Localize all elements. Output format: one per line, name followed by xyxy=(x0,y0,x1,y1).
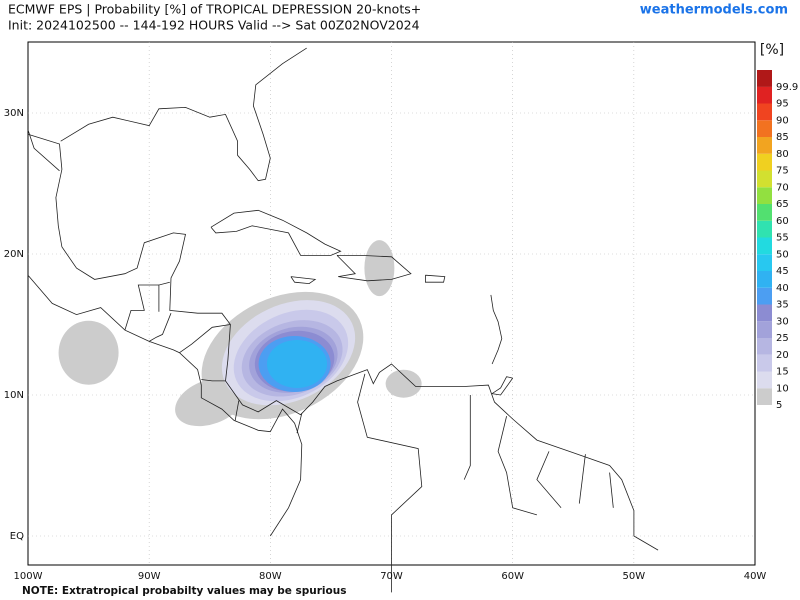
subtitle: Init: 2024102500 -- 144-192 HOURS Valid … xyxy=(8,18,420,33)
colorbar-label: 90 xyxy=(776,115,789,126)
border xyxy=(497,416,538,516)
border xyxy=(296,413,303,434)
map-frame xyxy=(27,41,756,566)
lon-label: 80W xyxy=(259,571,282,582)
colorbar-segment xyxy=(757,153,772,171)
colorbar-label: 5 xyxy=(776,400,782,411)
lon-label: 70W xyxy=(380,571,403,582)
footer-note: NOTE: Extratropical probabilty values ma… xyxy=(22,585,346,597)
colorbar-segment xyxy=(757,287,772,305)
colorbar-segment xyxy=(757,304,772,322)
colorbar-label: 85 xyxy=(776,132,789,143)
colorbar-label: 20 xyxy=(776,350,789,361)
border xyxy=(463,395,471,480)
lon-label: 40W xyxy=(744,571,767,582)
colorbar-label: 99.9 xyxy=(776,82,798,93)
coastline xyxy=(27,133,659,551)
border xyxy=(357,373,423,593)
colorbar-segment xyxy=(757,170,772,188)
colorbar-label: 15 xyxy=(776,367,789,378)
colorbar-label: 50 xyxy=(776,249,789,260)
colorbar-segment xyxy=(757,220,772,238)
colorbar-segment xyxy=(757,371,772,389)
colorbar-label: 35 xyxy=(776,300,789,311)
colorbar-label: 10 xyxy=(776,383,789,394)
border xyxy=(124,284,159,331)
border xyxy=(179,324,231,354)
colorbar-segment xyxy=(757,321,772,338)
coastline xyxy=(210,209,342,256)
coastline xyxy=(424,274,446,283)
border xyxy=(27,129,60,172)
colorbar-label: 70 xyxy=(776,182,789,193)
coastline xyxy=(490,294,503,365)
colorbar-segment xyxy=(757,70,772,87)
colorbar-unit: [%] xyxy=(760,42,784,58)
border xyxy=(201,379,226,382)
colorbar-segment xyxy=(757,120,772,137)
colorbar-label: 30 xyxy=(776,316,789,327)
probability-area xyxy=(364,240,395,297)
colorbar-segment xyxy=(757,338,772,355)
probability-area xyxy=(266,339,327,388)
coastline xyxy=(290,276,317,285)
colorbar-segment xyxy=(757,86,772,104)
colorbar-label: 95 xyxy=(776,99,789,110)
colorbar-segment xyxy=(757,271,772,288)
lon-label: 90W xyxy=(138,571,161,582)
probability-area xyxy=(58,320,119,385)
source: weathermodels.com xyxy=(640,3,788,18)
coastline xyxy=(60,47,307,182)
colorbar-label: 55 xyxy=(776,233,789,244)
border xyxy=(148,313,172,342)
probability-area xyxy=(385,369,422,398)
colorbar-segment xyxy=(757,137,772,154)
map xyxy=(27,42,755,593)
colorbar-segment xyxy=(757,103,772,121)
colorbar-segment xyxy=(757,388,772,405)
lon-label: 100W xyxy=(14,571,43,582)
coastline xyxy=(491,376,514,396)
lat-label: 30N xyxy=(4,108,24,119)
colorbar-label: 60 xyxy=(776,216,789,227)
colorbar-segment xyxy=(757,187,772,204)
colorbar-label: 65 xyxy=(776,199,789,210)
lat-label: 10N xyxy=(4,390,24,401)
border xyxy=(536,451,562,509)
lon-label: 50W xyxy=(623,571,646,582)
colorbar-label: 25 xyxy=(776,333,789,344)
colorbar-label: 75 xyxy=(776,166,789,177)
border xyxy=(578,454,586,504)
border xyxy=(609,472,614,508)
coastline xyxy=(27,274,303,537)
title: ECMWF EPS | Probability [%] of TROPICAL … xyxy=(8,2,421,17)
lat-label: 20N xyxy=(4,249,24,260)
coastline xyxy=(336,254,412,282)
lon-label: 60W xyxy=(501,571,524,582)
colorbar-segment xyxy=(757,254,772,271)
colorbar-segment xyxy=(757,354,772,372)
colorbar-segment xyxy=(757,204,772,221)
colorbar-segment xyxy=(757,237,772,255)
colorbar-label: 40 xyxy=(776,283,789,294)
border xyxy=(234,400,240,421)
colorbar-label: 45 xyxy=(776,266,789,277)
lat-label: EQ xyxy=(10,531,24,542)
colorbar-label: 80 xyxy=(776,149,789,160)
